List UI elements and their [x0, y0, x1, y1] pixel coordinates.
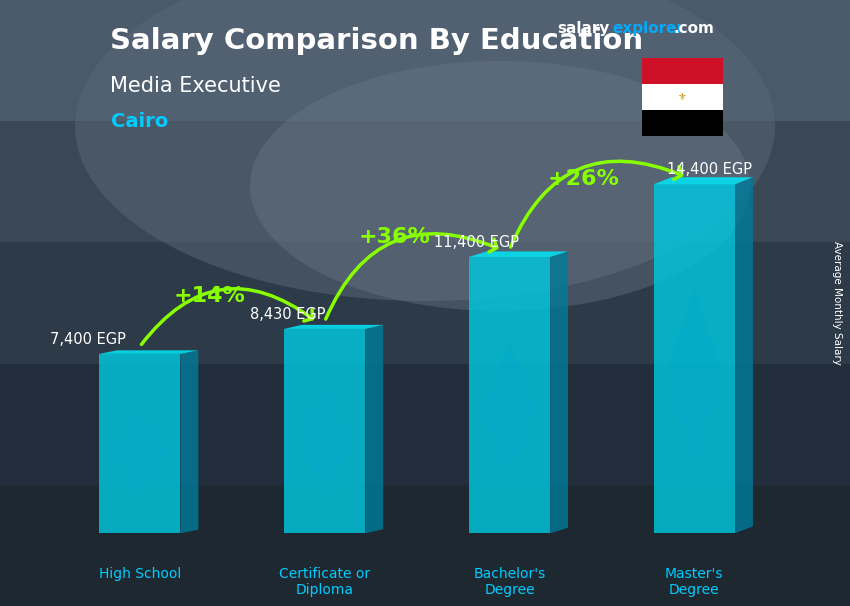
Text: +26%: +26%: [547, 169, 620, 190]
Bar: [0, 485, 850, 606]
Text: Salary Comparison By Education: Salary Comparison By Education: [110, 27, 643, 55]
Polygon shape: [180, 350, 198, 533]
Bar: [642, 58, 722, 84]
Text: 14,400 EGP: 14,400 EGP: [666, 162, 751, 177]
Polygon shape: [284, 325, 383, 329]
Polygon shape: [550, 251, 568, 533]
Polygon shape: [296, 390, 353, 493]
Text: Cairo: Cairo: [110, 112, 167, 131]
Text: Media Executive: Media Executive: [110, 76, 281, 96]
Polygon shape: [735, 177, 753, 533]
Bar: [642, 84, 722, 110]
Polygon shape: [366, 325, 383, 533]
Polygon shape: [469, 257, 550, 533]
Text: explorer: explorer: [612, 21, 684, 36]
Bar: [0, 121, 850, 242]
Bar: [642, 110, 722, 136]
Ellipse shape: [250, 61, 750, 311]
Bar: [0, 364, 850, 485]
Text: ⚜: ⚜: [677, 92, 687, 102]
Text: Master's
Degree: Master's Degree: [665, 567, 723, 598]
Text: salary: salary: [557, 21, 609, 36]
Text: 8,430 EGP: 8,430 EGP: [250, 307, 326, 322]
Text: 7,400 EGP: 7,400 EGP: [50, 331, 126, 347]
Ellipse shape: [75, 0, 775, 301]
Text: +36%: +36%: [359, 227, 431, 247]
Polygon shape: [481, 340, 538, 478]
Text: Average Monthly Salary: Average Monthly Salary: [832, 241, 842, 365]
Polygon shape: [469, 251, 568, 257]
Bar: [0, 0, 850, 121]
Polygon shape: [99, 354, 180, 533]
Polygon shape: [654, 184, 735, 533]
Bar: [0, 242, 850, 364]
Text: Bachelor's
Degree: Bachelor's Degree: [473, 567, 546, 598]
Text: +14%: +14%: [174, 285, 246, 306]
Text: Certificate or
Diploma: Certificate or Diploma: [279, 567, 371, 598]
Text: High School: High School: [99, 567, 181, 581]
Polygon shape: [99, 350, 198, 354]
Polygon shape: [111, 408, 168, 498]
Polygon shape: [654, 177, 753, 184]
Polygon shape: [666, 289, 722, 464]
Text: .com: .com: [673, 21, 714, 36]
Polygon shape: [284, 329, 366, 533]
Text: 11,400 EGP: 11,400 EGP: [434, 235, 519, 250]
